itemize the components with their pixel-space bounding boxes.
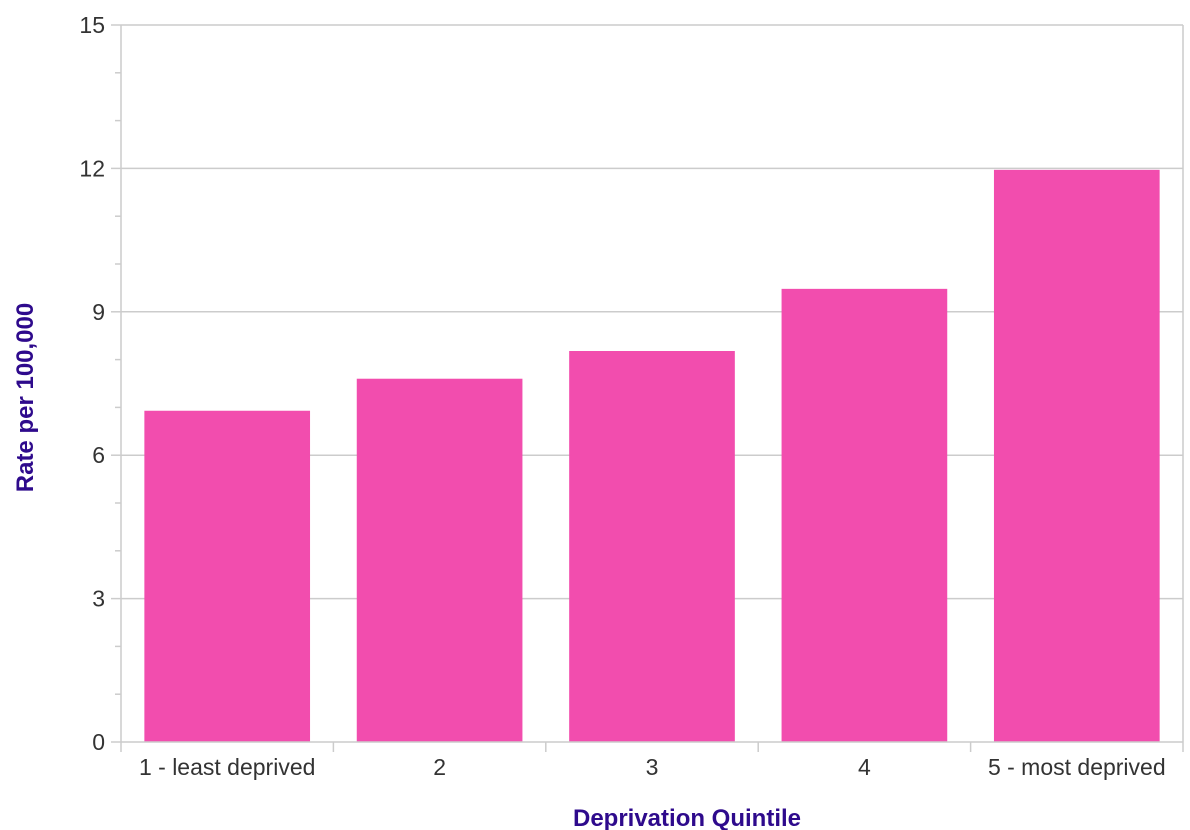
x-axis-title: Deprivation Quintile bbox=[573, 805, 801, 830]
x-tick-label: 5 - most deprived bbox=[988, 754, 1166, 780]
y-tick-label: 15 bbox=[79, 12, 105, 38]
bar-1 bbox=[144, 410, 311, 742]
bars bbox=[144, 169, 1160, 743]
y-axis-title: Rate per 100,000 bbox=[12, 303, 39, 492]
y-tick-label: 12 bbox=[79, 155, 105, 181]
x-tick-label: 4 bbox=[858, 754, 871, 780]
bar-5 bbox=[993, 169, 1160, 743]
x-tick-labels: 1 - least deprived 2 3 4 5 - most deprived bbox=[139, 754, 1166, 780]
bar-4 bbox=[781, 288, 948, 742]
axes bbox=[111, 24, 1184, 752]
y-tick-label: 3 bbox=[92, 586, 105, 612]
x-tick-label: 2 bbox=[433, 754, 446, 780]
y-tick-label: 6 bbox=[92, 442, 105, 468]
x-tick-label: 1 - least deprived bbox=[139, 754, 315, 780]
y-tick-labels: 0 3 6 9 12 15 bbox=[79, 12, 105, 755]
y-tick-label: 0 bbox=[92, 729, 105, 755]
y-tick-label: 9 bbox=[92, 299, 105, 325]
bar-3 bbox=[569, 350, 735, 742]
bar-2 bbox=[356, 378, 523, 742]
x-tick-label: 3 bbox=[646, 754, 659, 780]
